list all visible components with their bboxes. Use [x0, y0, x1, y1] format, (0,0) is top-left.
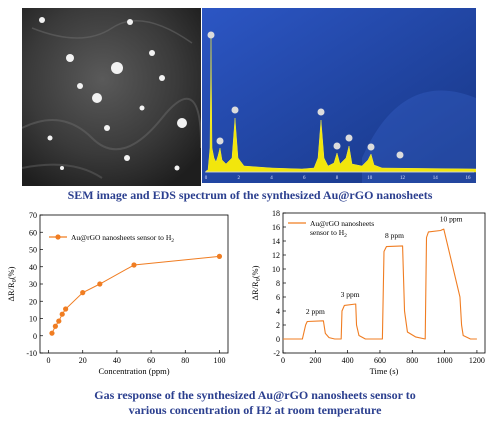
y-tick-label: 8: [276, 279, 280, 288]
data-point: [59, 311, 65, 317]
series-line: [283, 228, 477, 340]
concentration-annotation: 10 ppm: [440, 214, 463, 223]
x-tick-label: 20: [79, 356, 87, 365]
y-axis-label: ΔR/R0(%): [6, 266, 18, 301]
x-tick-label: 0: [281, 356, 285, 365]
x-tick-label: 600: [374, 356, 386, 365]
time-response-chart: 0 200 400 600 800 1000 1200 -2 0 2 4 6 8 10 12 14 16 18 Ti…: [245, 205, 500, 390]
y-tick-label: 20: [29, 297, 37, 306]
eds-plot: 0 2 4 6 8 10 12 14 16: [202, 8, 477, 183]
concentration-annotation: 8 ppm: [385, 231, 404, 240]
y-axis-label: ΔR/R0(%): [250, 265, 262, 300]
gas-response-caption-line2: various concentration of H2 at room temp…: [128, 403, 382, 417]
y-tick-label: 30: [29, 280, 37, 289]
eds-x-ticks: 0 2 4 6 8 10 12 14 16: [205, 176, 471, 181]
y-tick-label: 70: [29, 211, 37, 220]
y-tick-label: 10: [272, 265, 280, 274]
concentration-response-svg: 0 20 40 60 80 100 -10 0 10 20 30 40 50 60 70 Concentrat…: [6, 211, 229, 376]
eds-tick-label: 12: [400, 176, 406, 181]
y-tick-label: 40: [29, 263, 37, 272]
y-tick-label: 14: [272, 237, 280, 246]
y-tick-label: 0: [276, 335, 280, 344]
eds-tick-label: 10: [367, 176, 373, 181]
eds-tick-label: 14: [433, 176, 439, 181]
series-line: [51, 255, 220, 334]
sem-micrograph: [21, 8, 203, 186]
eds-spectrum: 0 2 4 6 8 10 12 14 16: [202, 8, 477, 183]
y-tick-label: 6: [276, 293, 280, 302]
concentration-annotation: 2 ppm: [306, 307, 325, 316]
data-point: [131, 262, 137, 268]
data-point: [49, 330, 55, 336]
eds-tick-label: 6: [303, 176, 306, 181]
data-point: [56, 318, 62, 324]
y-tick-label: 16: [272, 223, 280, 232]
y-tick-label: 10: [29, 315, 37, 324]
eds-tick-label: 0: [205, 176, 208, 181]
sem-image: [21, 8, 203, 186]
data-point: [52, 323, 58, 329]
legend-label: Au@rGO nanosheets sensor to H2: [310, 219, 374, 239]
y-tick-label: 12: [272, 251, 280, 260]
x-tick-label: 60: [147, 356, 155, 365]
legend-label: Au@rGO nanosheets sensor to H2: [71, 233, 174, 244]
time-response-svg: 0 200 400 600 800 1000 1200-2024681012141618Ti…: [250, 209, 486, 376]
x-tick-label: 400: [342, 356, 354, 365]
data-point: [216, 253, 223, 259]
y-tick-label: 4: [276, 307, 280, 316]
x-tick-label: 0: [47, 356, 51, 365]
x-tick-label: 100: [213, 356, 225, 365]
eds-tick-label: 2: [238, 176, 241, 181]
eds-tick-label: 16: [466, 176, 472, 181]
data-point: [63, 306, 69, 312]
concentration-response-chart: 0 20 40 60 80 100 -10 0 10 20 30 40 50 60 70 Concentrat…: [0, 205, 245, 390]
x-tick-label: 40: [113, 356, 121, 365]
x-axis-label: Time (s): [370, 366, 399, 376]
y-tick-label: -2: [273, 349, 280, 358]
eds-tick-label: 8: [336, 176, 339, 181]
x-tick-label: 1000: [437, 356, 453, 365]
y-tick-label: -10: [26, 349, 37, 358]
x-axis-label: Concentration (ppm): [98, 366, 169, 376]
eds-tick-label: 4: [270, 176, 273, 181]
y-tick-label: 0: [33, 332, 37, 341]
y-tick-label: 50: [29, 246, 37, 255]
data-point: [97, 281, 103, 287]
x-tick-label: 80: [181, 356, 189, 365]
y-tick-label: 2: [276, 321, 280, 330]
gas-response-caption-line1: Gas response of the synthesized Au@rGO n…: [94, 388, 416, 402]
x-tick-label: 1200: [469, 356, 485, 365]
sem-eds-caption: SEM image and EDS spectrum of the synthe…: [67, 188, 433, 202]
gas-response-caption: Gas response of the synthesized Au@rGO n…: [20, 388, 490, 418]
concentration-annotation: 3 ppm: [341, 290, 360, 299]
x-tick-label: 800: [406, 356, 418, 365]
x-tick-label: 200: [309, 356, 321, 365]
y-tick-label: 18: [272, 209, 280, 218]
data-point: [80, 290, 86, 296]
y-tick-label: 60: [29, 228, 37, 237]
